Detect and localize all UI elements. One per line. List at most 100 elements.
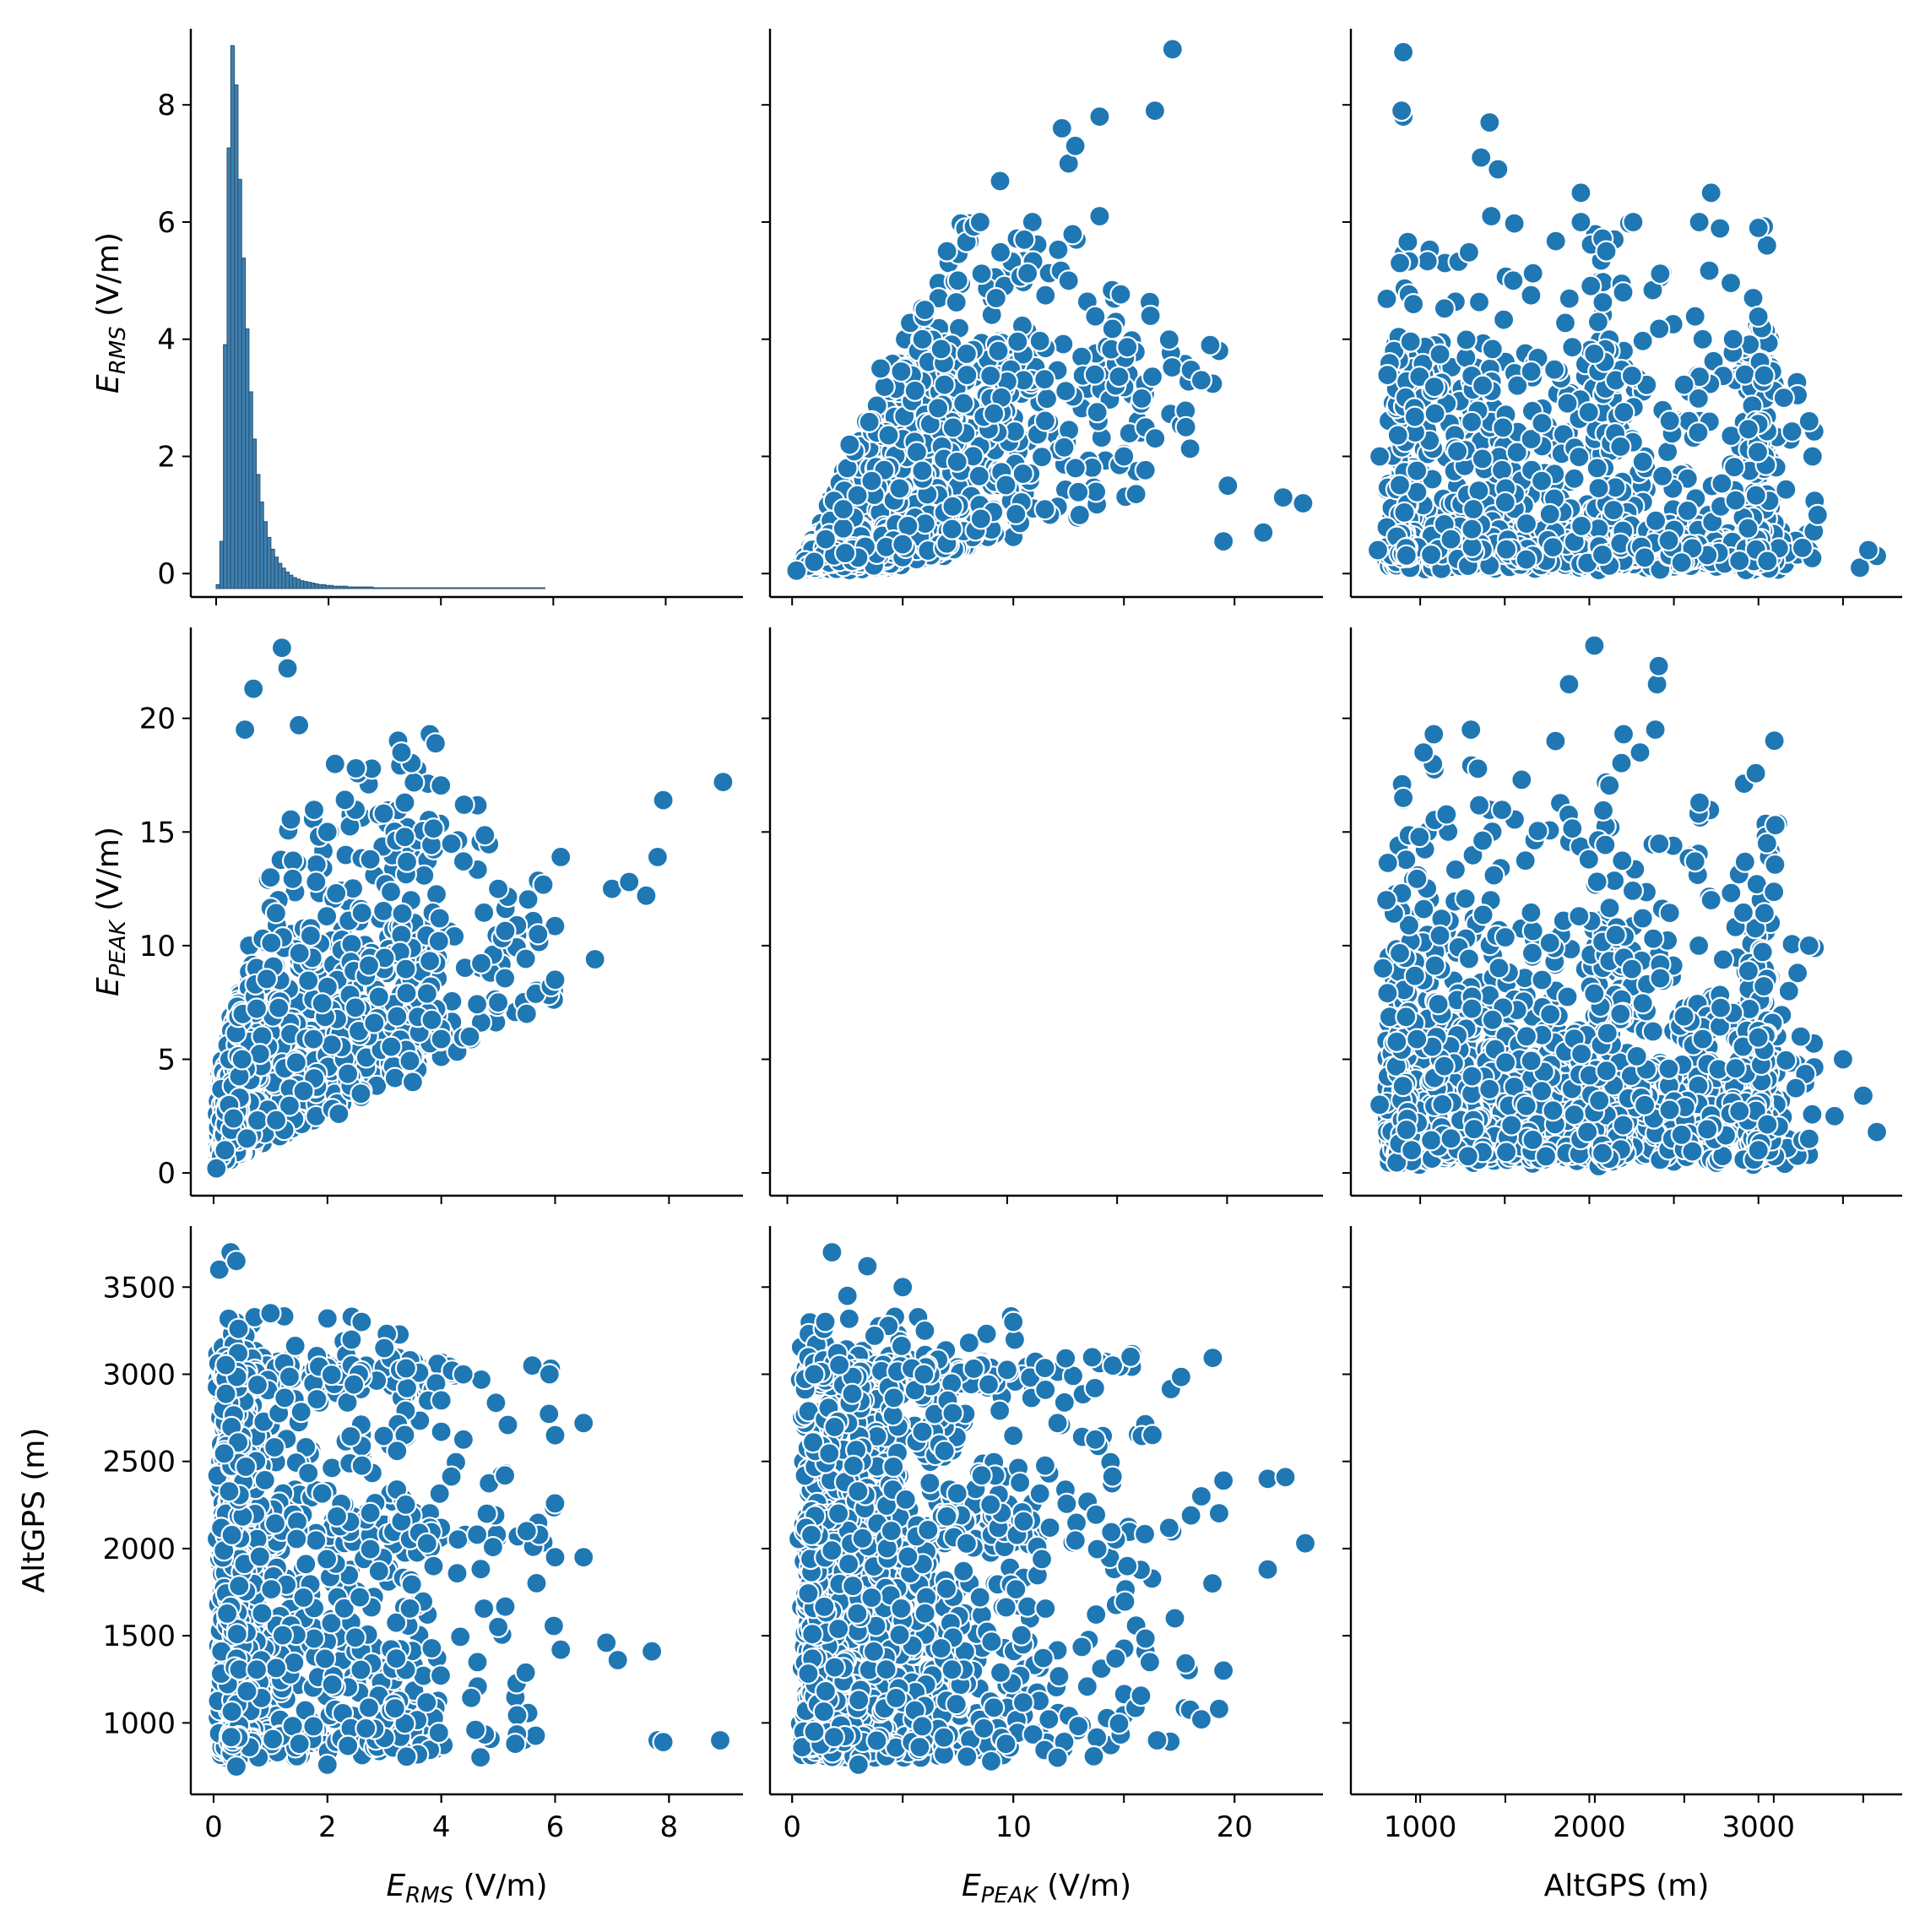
hist-bar xyxy=(245,328,250,589)
scatter-point xyxy=(1657,529,1680,552)
scatter-point xyxy=(1134,459,1157,481)
scatter-point xyxy=(1502,269,1525,292)
scatter-point xyxy=(1719,272,1743,295)
hist-bar xyxy=(405,587,410,589)
hist-bar xyxy=(223,344,228,589)
scatter-point xyxy=(1676,499,1699,523)
scatter-point xyxy=(892,533,914,556)
hist-bar xyxy=(278,562,283,589)
hist-bar xyxy=(332,585,338,589)
hist-bar xyxy=(442,587,447,589)
scatter-point xyxy=(1753,364,1776,387)
hist-bar xyxy=(471,587,476,589)
hist-bar xyxy=(241,258,247,589)
scatter-point xyxy=(1217,475,1239,497)
scatter-point xyxy=(814,528,838,551)
scatter-point xyxy=(1064,134,1087,157)
scatter-point xyxy=(1108,366,1131,388)
hist-bar xyxy=(449,587,454,589)
scatter-point xyxy=(1006,330,1029,353)
y-tick-label: 4 xyxy=(157,323,176,357)
scatter-point xyxy=(1568,446,1591,469)
hist-bar xyxy=(215,583,220,589)
hist-bar xyxy=(259,501,264,589)
scatter-point xyxy=(838,433,861,456)
scatter-point xyxy=(1406,459,1429,482)
scatter-point xyxy=(1801,445,1824,468)
hist-bar xyxy=(431,587,437,589)
scatter-point xyxy=(1199,334,1222,356)
hist-bar xyxy=(248,391,253,589)
scatter-point xyxy=(1423,402,1446,425)
scatter-point xyxy=(1057,269,1080,292)
scatter-point xyxy=(1033,498,1056,521)
hist-bar xyxy=(464,587,469,589)
scatter-point xyxy=(1622,210,1645,234)
scatter-point xyxy=(955,342,979,366)
hist-bar xyxy=(354,586,360,589)
hist-bar xyxy=(420,587,426,589)
scatter-point xyxy=(1109,283,1132,306)
scatter-point xyxy=(1558,287,1581,310)
scatter-point xyxy=(1478,111,1501,134)
hist-bar xyxy=(522,587,528,589)
hist-bar xyxy=(292,577,297,589)
hist-bar xyxy=(256,474,261,589)
scatter-point xyxy=(1587,476,1610,500)
scatter-point xyxy=(890,360,913,383)
hist-bar xyxy=(446,587,451,589)
scatter-point xyxy=(888,477,911,500)
scatter-point xyxy=(979,364,1002,388)
scatter-point xyxy=(1554,312,1577,334)
scatter-point xyxy=(1083,363,1106,386)
hist-bar xyxy=(274,556,279,589)
scatter-point xyxy=(1722,328,1744,350)
hist-bar xyxy=(533,587,539,589)
scatter-point xyxy=(1595,240,1618,263)
hist-bar xyxy=(347,586,352,589)
scatter-point xyxy=(1033,410,1057,432)
scatter-point xyxy=(1113,445,1136,468)
scatter-point xyxy=(1586,457,1608,480)
scatter-alt-vs-erms xyxy=(1366,41,1889,582)
hist-bar xyxy=(376,587,382,589)
hist-bar xyxy=(263,521,268,589)
scatter-point xyxy=(1613,401,1635,424)
hist-bar xyxy=(453,587,458,589)
scatter-point xyxy=(1416,250,1439,273)
scatter-point xyxy=(1005,502,1028,526)
scatter-point xyxy=(1084,305,1107,328)
hist-bar xyxy=(365,586,371,589)
scatter-point xyxy=(946,269,969,292)
scatter-point xyxy=(1158,328,1180,351)
scatter-point xyxy=(1691,328,1714,350)
scatter-point xyxy=(1445,440,1469,463)
hist-bar xyxy=(457,587,462,589)
scatter-point xyxy=(989,241,1012,263)
scatter-point xyxy=(905,441,929,464)
scatter-point xyxy=(1747,305,1770,328)
scatter-point xyxy=(1583,342,1606,366)
scatter-point xyxy=(1746,441,1770,464)
scatter-point xyxy=(1563,467,1586,490)
scatter-point xyxy=(1737,517,1760,540)
scatter-point xyxy=(1144,427,1167,450)
scatter-point xyxy=(1467,479,1490,502)
scatter-point xyxy=(803,551,826,573)
scatter-point xyxy=(1125,482,1147,506)
hist-bar xyxy=(267,536,272,589)
scatter-point xyxy=(1543,358,1566,381)
scatter-point xyxy=(968,210,992,234)
hist-bar xyxy=(460,587,465,589)
scatter-point xyxy=(1747,216,1770,239)
scatter-point xyxy=(1455,328,1478,351)
scatter-point xyxy=(1494,538,1518,561)
scatter-point xyxy=(1798,410,1820,432)
scatter-point xyxy=(1419,543,1443,567)
scatter-point xyxy=(941,495,964,518)
hist-bar xyxy=(325,584,330,589)
hist-bar xyxy=(496,587,502,589)
scatter-point xyxy=(1141,366,1164,388)
